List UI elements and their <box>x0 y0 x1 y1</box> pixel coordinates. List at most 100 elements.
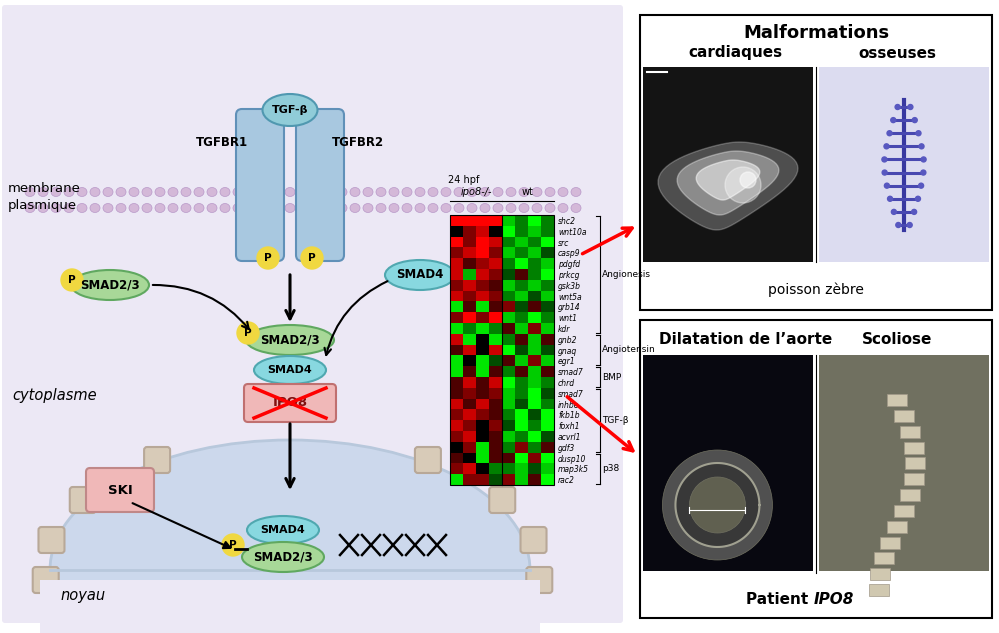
Bar <box>900 425 920 437</box>
Bar <box>489 474 502 485</box>
Ellipse shape <box>220 203 230 213</box>
Bar <box>502 420 515 431</box>
Bar <box>541 474 554 485</box>
Ellipse shape <box>38 187 48 196</box>
Bar <box>489 410 502 420</box>
Ellipse shape <box>402 203 412 213</box>
Text: SMAD2/3: SMAD2/3 <box>80 279 140 292</box>
Bar <box>515 463 528 474</box>
Bar <box>476 237 489 248</box>
FancyBboxPatch shape <box>144 447 170 473</box>
Bar <box>450 355 463 367</box>
Ellipse shape <box>194 187 204 196</box>
Ellipse shape <box>220 187 230 196</box>
Ellipse shape <box>272 187 282 196</box>
Ellipse shape <box>90 203 100 213</box>
Ellipse shape <box>480 203 490 213</box>
Bar <box>463 344 476 355</box>
Bar <box>476 301 489 312</box>
Text: smad7: smad7 <box>558 368 583 377</box>
Bar <box>903 441 924 453</box>
Bar <box>463 248 476 258</box>
Circle shape <box>895 104 900 110</box>
Ellipse shape <box>77 203 87 213</box>
Bar <box>502 312 515 323</box>
Bar <box>476 453 489 463</box>
Circle shape <box>884 183 889 188</box>
Bar <box>450 453 463 463</box>
Bar <box>502 258 515 269</box>
Ellipse shape <box>285 187 295 196</box>
Bar <box>476 323 489 334</box>
Text: Malformations: Malformations <box>743 24 889 42</box>
Ellipse shape <box>506 203 516 213</box>
Ellipse shape <box>519 203 529 213</box>
Text: kdr: kdr <box>558 325 570 334</box>
Text: fkb1b: fkb1b <box>558 411 579 420</box>
Ellipse shape <box>337 203 347 213</box>
Ellipse shape <box>428 203 438 213</box>
Text: prkcg: prkcg <box>558 271 579 280</box>
Text: cytoplasme: cytoplasme <box>12 388 97 403</box>
Bar <box>541 226 554 237</box>
Bar <box>489 420 502 431</box>
Bar <box>528 442 541 453</box>
Bar <box>476 248 489 258</box>
Bar <box>450 463 463 474</box>
Polygon shape <box>658 142 798 230</box>
FancyBboxPatch shape <box>39 527 65 553</box>
Circle shape <box>921 157 926 162</box>
Bar <box>515 388 528 399</box>
Bar <box>463 355 476 367</box>
Ellipse shape <box>242 542 324 572</box>
Ellipse shape <box>441 187 451 196</box>
Bar <box>640 15 992 310</box>
Bar <box>502 399 515 410</box>
Bar <box>528 474 541 485</box>
Bar <box>903 473 924 485</box>
Bar <box>502 344 515 355</box>
Text: 24 hpf: 24 hpf <box>448 175 480 185</box>
Bar <box>463 258 476 269</box>
Text: gnaq: gnaq <box>558 347 577 356</box>
Bar <box>463 399 476 410</box>
Ellipse shape <box>493 203 503 213</box>
Ellipse shape <box>454 203 464 213</box>
Ellipse shape <box>324 187 334 196</box>
Text: TGF-β: TGF-β <box>272 105 309 115</box>
Bar <box>541 258 554 269</box>
Text: P: P <box>264 253 272 263</box>
Ellipse shape <box>90 187 100 196</box>
Text: Patient: Patient <box>746 592 814 608</box>
Bar <box>476 420 489 431</box>
Ellipse shape <box>350 203 360 213</box>
Bar <box>528 334 541 344</box>
Ellipse shape <box>181 203 191 213</box>
Bar <box>476 431 489 442</box>
Bar <box>528 344 541 355</box>
Bar <box>528 323 541 334</box>
Bar <box>463 312 476 323</box>
Bar <box>450 344 463 355</box>
Bar <box>463 334 476 344</box>
Bar <box>515 280 528 291</box>
Ellipse shape <box>64 187 74 196</box>
Ellipse shape <box>246 325 334 355</box>
Bar <box>528 367 541 377</box>
FancyBboxPatch shape <box>33 567 59 593</box>
Bar <box>450 226 463 237</box>
Bar <box>476 226 489 237</box>
Bar <box>541 463 554 474</box>
Bar <box>869 584 889 596</box>
Ellipse shape <box>155 187 165 196</box>
Bar <box>463 463 476 474</box>
Bar <box>515 377 528 388</box>
Bar <box>476 258 489 269</box>
Bar <box>463 377 476 388</box>
Bar <box>450 237 463 248</box>
Text: TGFBR1: TGFBR1 <box>196 135 248 149</box>
Circle shape <box>662 450 772 560</box>
Bar <box>894 505 914 517</box>
Bar <box>515 237 528 248</box>
Ellipse shape <box>363 203 373 213</box>
